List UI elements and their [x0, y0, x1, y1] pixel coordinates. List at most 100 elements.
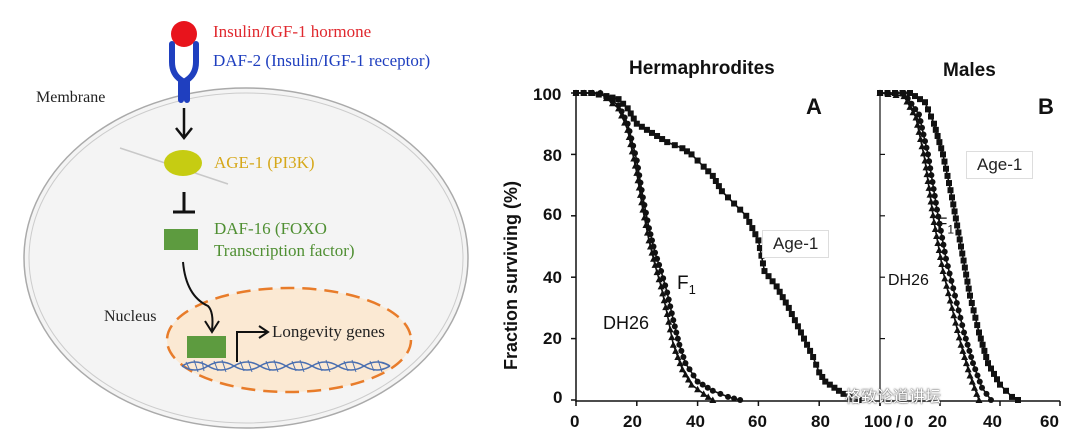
data-point-dh26 — [941, 274, 949, 282]
data-point-f1 — [944, 263, 951, 270]
chart-title-males: Males — [943, 60, 996, 81]
data-point-dh26 — [950, 311, 958, 319]
data-point-f1 — [671, 323, 678, 330]
data-point-age-1 — [776, 288, 783, 295]
data-point-dh26 — [645, 236, 653, 244]
data-point-f1 — [923, 144, 930, 151]
data-point-dh26 — [655, 275, 663, 283]
data-point-dh26 — [876, 89, 884, 96]
y-tick-label: 0 — [553, 388, 563, 407]
data-point-f1 — [946, 270, 953, 277]
data-point-age-1 — [804, 341, 811, 348]
data-point-age-1 — [912, 93, 918, 100]
data-point-age-1 — [981, 347, 988, 354]
series-line-dh26 — [879, 92, 980, 401]
data-point-dh26 — [666, 325, 674, 333]
data-point-f1 — [678, 347, 685, 354]
data-point-dh26 — [688, 381, 696, 388]
data-point-dh26 — [975, 396, 983, 403]
data-point-dh26 — [615, 104, 623, 112]
data-point-f1 — [966, 347, 973, 354]
data-point-dh26 — [625, 133, 633, 141]
x-tick-label: 0 — [904, 412, 914, 431]
series-line-f1 — [880, 92, 992, 401]
data-point-f1 — [650, 243, 657, 250]
data-point-age-1 — [884, 90, 891, 96]
data-point-age-1 — [633, 120, 640, 127]
data-point-f1 — [976, 378, 983, 385]
data-point-dh26 — [914, 121, 921, 128]
data-point-age-1 — [659, 136, 666, 143]
data-point-dh26 — [929, 211, 937, 219]
data-point-age-1 — [588, 90, 595, 96]
data-point-f1 — [928, 172, 935, 179]
data-point-f1 — [603, 94, 610, 101]
x-tick-label: 20 — [928, 412, 947, 431]
series-line-dh26 — [576, 92, 714, 401]
longevity-genes-label: Longevity genes — [272, 322, 385, 341]
data-point-dh26 — [648, 249, 656, 256]
data-point-age-1 — [943, 165, 949, 172]
data-point-dh26 — [665, 318, 673, 325]
data-point-f1 — [737, 397, 744, 403]
data-point-dh26 — [628, 147, 636, 155]
data-point-dh26 — [650, 255, 658, 262]
x-tick-label: 0 — [570, 412, 580, 431]
data-point-dh26 — [624, 126, 632, 133]
data-point-f1 — [930, 185, 937, 192]
data-point-f1 — [927, 165, 934, 172]
data-point-age-1 — [877, 90, 883, 96]
data-point-age-1 — [797, 329, 804, 336]
data-point-dh26 — [939, 267, 947, 275]
data-point-f1 — [904, 95, 911, 102]
data-point-f1 — [955, 307, 962, 314]
data-point-f1 — [641, 202, 648, 209]
x-tick-label: 80 — [811, 412, 830, 431]
data-point-age-1 — [765, 273, 772, 280]
data-point-dh26 — [669, 341, 677, 348]
data-point-age-1 — [664, 139, 671, 146]
y-tick-label: 20 — [543, 329, 562, 348]
data-point-dh26 — [892, 91, 900, 99]
data-point-f1 — [948, 277, 955, 284]
data-point-f1 — [644, 217, 651, 224]
data-point-dh26 — [638, 198, 646, 206]
data-point-age-1 — [949, 194, 955, 201]
foxo-box — [164, 229, 198, 250]
data-point-f1 — [877, 90, 883, 96]
data-point-age-1 — [892, 90, 898, 96]
data-point-dh26 — [635, 184, 643, 191]
data-point-f1 — [621, 114, 628, 121]
data-point-f1 — [959, 322, 966, 329]
data-point-f1 — [633, 157, 640, 164]
data-point-dh26 — [642, 221, 650, 229]
data-point-dh26 — [659, 289, 667, 297]
panel-letter-a: A — [806, 94, 822, 119]
data-point-age-1 — [955, 229, 962, 236]
membrane-label: Membrane — [36, 89, 106, 106]
data-point-f1 — [597, 90, 604, 96]
data-point-age-1 — [970, 307, 977, 314]
data-point-dh26 — [630, 154, 638, 162]
data-point-dh26 — [921, 157, 929, 164]
data-point-age-1 — [755, 237, 762, 244]
data-point-age-1 — [782, 299, 789, 306]
x-tick-label: 20 — [623, 412, 642, 431]
data-point-age-1 — [831, 384, 838, 391]
data-point-age-1 — [950, 201, 957, 208]
data-point-f1 — [968, 354, 975, 361]
data-point-age-1 — [627, 110, 634, 117]
data-point-dh26 — [936, 253, 944, 261]
data-point-f1 — [658, 268, 665, 275]
data-point-dh26 — [627, 140, 635, 148]
data-point-f1 — [970, 360, 976, 367]
data-point-dh26 — [678, 365, 686, 373]
data-point-age-1 — [643, 126, 650, 133]
data-point-dh26 — [920, 149, 927, 157]
pi3k-label: AGE-1 (PI3K) — [214, 153, 315, 172]
annotation-age1-a: Age-1 — [762, 230, 830, 258]
y-tick-label: 100 — [533, 85, 562, 104]
data-point-f1 — [660, 275, 667, 282]
data-point-age-1 — [959, 250, 966, 257]
data-point-f1 — [929, 179, 936, 186]
